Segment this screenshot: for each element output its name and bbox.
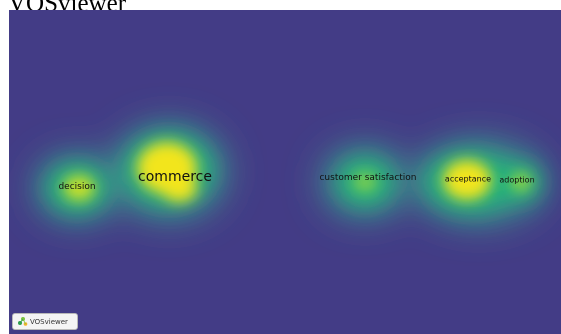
vosviewer-logo-icon bbox=[18, 317, 28, 326]
density-map[interactable]: decision commerce customer satisfaction … bbox=[9, 10, 561, 334]
density-heatmap bbox=[35, 124, 545, 224]
term-adoption[interactable]: adoption bbox=[499, 175, 535, 185]
vosviewer-badge[interactable]: VOSviewer bbox=[12, 313, 78, 330]
term-customer-satisfaction[interactable]: customer satisfaction bbox=[319, 173, 417, 183]
vosviewer-badge-label: VOSviewer bbox=[30, 317, 68, 326]
term-commerce[interactable]: commerce bbox=[138, 169, 212, 185]
term-acceptance[interactable]: acceptance bbox=[444, 174, 492, 184]
term-decision[interactable]: decision bbox=[58, 182, 96, 192]
density-glow-core bbox=[63, 142, 531, 202]
